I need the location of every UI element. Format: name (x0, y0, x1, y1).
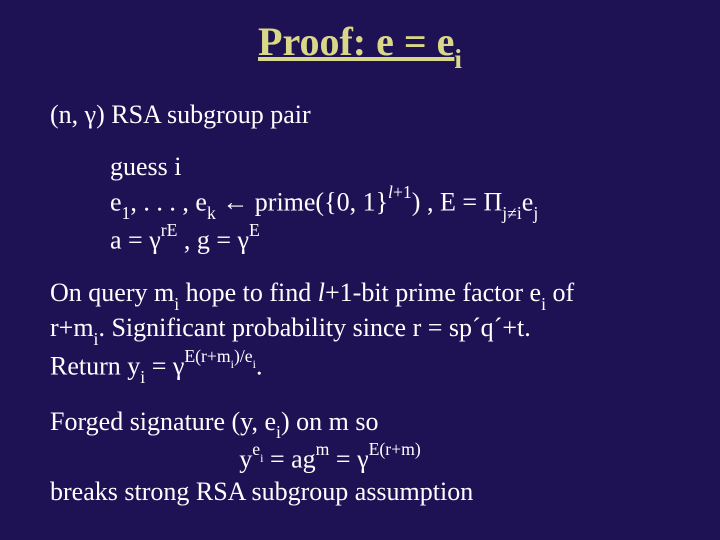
t: k (207, 203, 216, 223)
p2-line3: a = γrE , g = γE (110, 222, 670, 257)
t: E (249, 220, 260, 240)
t: On query m (50, 278, 174, 307)
t: Forged signature (y, e (50, 407, 276, 436)
t: E(r+mi)/ei (184, 346, 256, 366)
slide-title: Proof: e = ei (50, 20, 670, 71)
p1-line1: (n, γ) RSA subgroup pair (50, 99, 670, 132)
t: rE (161, 220, 178, 240)
t: hope to find (179, 278, 318, 307)
t: = γ (145, 351, 184, 380)
t: i (94, 329, 99, 349)
t: , . . . , e (130, 188, 207, 217)
t: ) on m so (281, 407, 379, 436)
t: )/e (234, 346, 253, 366)
p4-line1: Forged signature (y, ei) on m so (50, 406, 670, 441)
t: ) , E = Π (412, 188, 502, 217)
p4-line2: yei = agm = γE(r+m) (50, 441, 670, 476)
t: i (231, 357, 234, 371)
t: r+m (50, 313, 94, 342)
paragraph-1: (n, γ) RSA subgroup pair (50, 99, 670, 132)
p2-line1: guess i (110, 151, 670, 184)
slide: Proof: e = ei (n, γ) RSA subgroup pair g… (0, 0, 720, 540)
p3-line2: r+mi. Significant probability since r = … (50, 312, 670, 347)
paragraph-4: Forged signature (y, ei) on m so yei = a… (50, 406, 670, 509)
t: e (522, 188, 534, 217)
t: . (256, 351, 263, 380)
t: = γ (329, 445, 368, 474)
title-subscript: i (454, 44, 462, 74)
t: j≠i (502, 203, 522, 223)
t: y (239, 445, 252, 474)
t: +1-bit prime factor e (325, 278, 541, 307)
title-text: Proof: e = e (258, 19, 454, 64)
paragraph-2: guess i e1, . . . , ek ← prime({0, 1}l+1… (50, 151, 670, 257)
t: i (276, 422, 281, 442)
t: E(r+m (184, 346, 230, 366)
p3-line3: Return yi = γE(r+mi)/ei. (50, 348, 670, 386)
t: l (318, 278, 325, 307)
t: . Significant probability since r = sp´q… (98, 313, 530, 342)
t: , g = γ (177, 226, 249, 255)
t: e (110, 188, 122, 217)
t: Return y (50, 351, 140, 380)
t: a = γ (110, 226, 161, 255)
t: m (316, 439, 330, 459)
paragraph-3: On query mi hope to find l+1-bit prime f… (50, 277, 670, 386)
t: i (541, 294, 546, 314)
t: E(r+m) (369, 439, 421, 459)
p3-line1: On query mi hope to find l+1-bit prime f… (50, 277, 670, 312)
t: = ag (263, 445, 315, 474)
t: i (174, 294, 179, 314)
t: ← prime({0, 1} (216, 188, 388, 217)
t: e (252, 439, 260, 459)
t: ei (252, 439, 263, 459)
t: of (546, 278, 574, 307)
p2-line2: e1, . . . , ek ← prime({0, 1}l+1) , E = … (110, 184, 670, 222)
p4-line3: breaks strong RSA subgroup assumption (50, 476, 670, 509)
t: i (140, 367, 145, 387)
t: l+1 (388, 182, 412, 202)
t: 1 (122, 203, 131, 223)
t: j (533, 203, 538, 223)
t: i (260, 451, 263, 465)
t: i (253, 357, 256, 371)
t: +1 (393, 182, 412, 202)
